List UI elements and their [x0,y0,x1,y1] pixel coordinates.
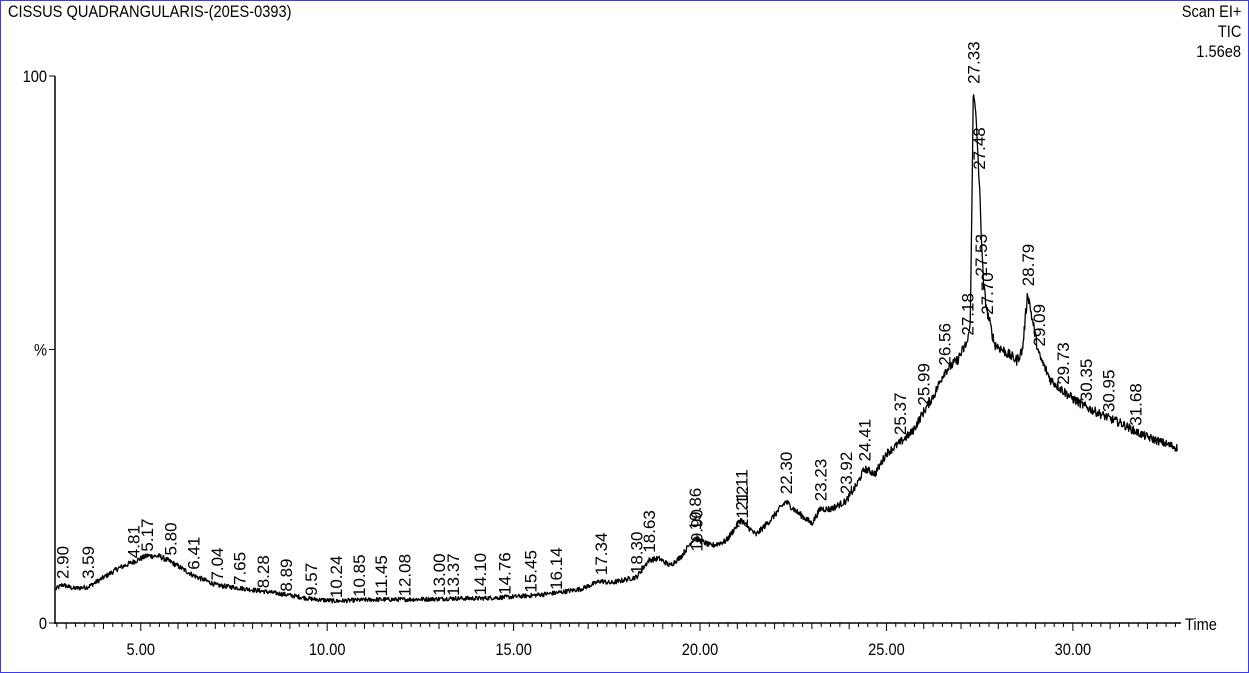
intensity-scale-label: 1.56e8 [1196,42,1241,61]
peak-label: 13.37 [444,553,463,596]
peak-labels: 2.90 3.59 4.815.17 5.80 6.41 7.04 7.65 8.28 8.89… [54,41,1146,598]
peak-label: 16.14 [547,547,566,590]
peak-label: 27.48 [970,127,989,170]
x-tick-label: 10.00 [309,641,346,659]
peak-label: 22.30 [777,452,796,495]
x-tick-label: 30.00 [1055,641,1092,659]
peak-label: 12.08 [396,554,415,597]
x-tick-label: 15.00 [495,641,532,659]
peak-label: 6.41 [184,537,203,570]
peak-label: 10.24 [327,556,346,599]
peak-label: 23.23 [812,459,831,502]
trace-label: TIC [1217,22,1241,41]
peak-label: 27.18 [959,293,978,336]
peak-label: 14.76 [496,552,515,595]
peak-label: 27.33 [964,41,983,84]
peak-label: 18.63 [640,510,659,553]
axes: 5.00 10.00 15.00 20.00 25.00 30.00 0% 100 Time [23,68,1217,659]
peak-label: 21.11 [732,469,751,510]
peak-label: 29.09 [1030,304,1049,347]
peak-label: 19.90 [687,509,706,552]
sample-title: CISSUS QUADRANGULARIS-(20ES-0393) [8,2,292,21]
peak-label: 25.99 [914,363,933,406]
peak-label: 10.85 [350,554,369,597]
peak-label: 8.28 [254,555,273,588]
peak-label: 27.53 [972,234,991,277]
peak-label: 14.10 [471,553,490,596]
peak-label: 7.65 [231,552,250,585]
y-tick-label: 0 [39,615,47,633]
peak-label: 8.89 [277,559,296,592]
scan-mode-label: Scan EI+ [1181,2,1241,21]
peak-label: 21.12 [733,486,752,529]
peak-label: 5.17 [138,519,157,552]
peak-label: 18.30 [628,532,647,575]
peak-label: 19.86 [686,488,705,531]
x-tick-label: 25.00 [868,641,905,659]
peak-label: 26.56 [936,323,955,366]
peak-label: 27.70 [978,272,997,315]
peak-label: 25.37 [891,393,910,436]
peak-label: 3.59 [79,546,98,579]
peak-label: 4.81 [125,525,144,558]
tic-trace-line [55,94,1178,604]
peak-label: 9.57 [302,563,321,596]
peak-label: 15.45 [521,550,540,593]
peak-label: 11.45 [372,555,391,596]
peak-label: 23.92 [837,452,856,495]
peak-label: 28.79 [1019,244,1038,287]
peak-label: 30.35 [1077,359,1096,402]
x-tick-label: 20.00 [682,641,719,659]
peak-label: 24.41 [856,419,875,462]
x-axis-title: Time [1185,616,1217,634]
peak-label: 30.95 [1099,370,1118,413]
peak-label: 5.80 [162,522,181,555]
peak-label: 31.68 [1127,383,1146,426]
peak-label: 17.34 [592,533,611,576]
peak-label: 29.73 [1054,342,1073,385]
y-tick-label: 100 [23,68,48,86]
x-tick-label: 5.00 [127,641,156,659]
peak-label: 2.90 [54,546,73,579]
y-tick-label: % [34,342,47,360]
peak-label: 13.00 [430,553,449,596]
peak-label: 7.04 [208,548,227,581]
